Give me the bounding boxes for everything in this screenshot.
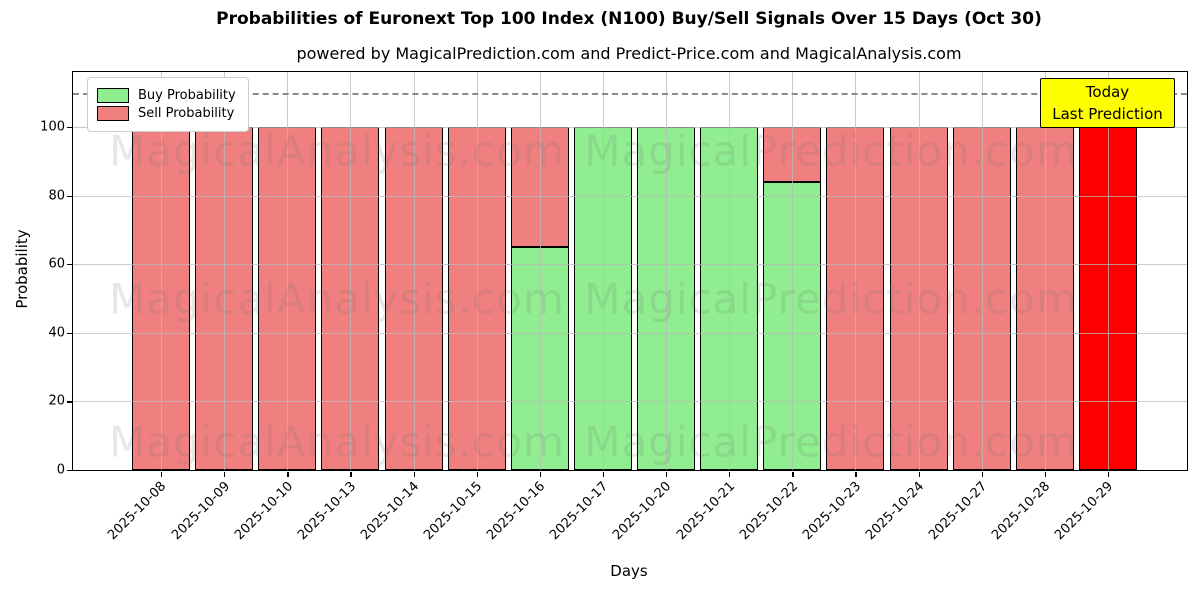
watermark-prediction: MagicalPrediction.com xyxy=(584,274,1078,324)
threshold-line xyxy=(73,92,1187,95)
legend-item: Sell Probability xyxy=(97,106,236,121)
x-tick-label: 2025-10-14 xyxy=(358,479,423,544)
x-tick-label: 2025-10-22 xyxy=(736,479,801,544)
y-tick-label: 0 xyxy=(56,462,65,478)
y-tick-mark xyxy=(66,332,72,335)
x-tick-mark xyxy=(161,471,163,477)
h-gridline xyxy=(73,401,1187,403)
chart-subtitle: powered by MagicalPrediction.com and Pre… xyxy=(296,44,962,63)
v-gridline xyxy=(224,72,226,470)
legend-label: Sell Probability xyxy=(138,106,235,121)
h-gridline xyxy=(73,264,1187,266)
watermark-prediction: MagicalPrediction.com xyxy=(584,126,1078,176)
x-tick-label: 2025-10-27 xyxy=(926,479,991,544)
x-tick-mark xyxy=(981,471,983,477)
x-tick-mark xyxy=(792,471,794,477)
h-gridline xyxy=(73,332,1187,334)
v-gridline xyxy=(666,72,668,470)
x-tick-mark xyxy=(287,471,289,477)
y-tick-mark xyxy=(66,401,72,403)
v-gridline xyxy=(729,72,731,470)
x-tick-mark xyxy=(539,471,542,477)
today-annotation-line2: Last Prediction xyxy=(1052,105,1163,123)
today-annotation: Today Last Prediction xyxy=(1040,78,1175,128)
x-tick-label: 2025-10-16 xyxy=(484,479,549,544)
x-tick-label: 2025-10-29 xyxy=(1052,479,1117,544)
x-tick-label: 2025-10-20 xyxy=(610,479,675,544)
v-gridline xyxy=(1044,72,1046,470)
x-tick-label: 2025-10-23 xyxy=(799,479,865,544)
today-annotation-line1: Today xyxy=(1085,82,1130,101)
legend: Buy Probability Sell Probability xyxy=(87,77,249,132)
x-tick-label: 2025-10-28 xyxy=(989,479,1054,544)
v-gridline xyxy=(602,72,604,470)
x-tick-mark xyxy=(666,471,668,477)
y-tick-label: 80 xyxy=(48,188,65,204)
y-tick-label: 100 xyxy=(40,119,65,135)
v-gridline xyxy=(476,72,478,470)
h-gridline xyxy=(73,126,1187,128)
x-tick-mark xyxy=(1044,471,1047,477)
y-tick-mark xyxy=(66,470,72,472)
x-tick-label: 2025-10-17 xyxy=(547,479,612,544)
x-tick-label: 2025-10-13 xyxy=(294,479,359,544)
x-tick-mark xyxy=(413,471,415,477)
legend-swatch xyxy=(97,88,129,103)
x-tick-mark xyxy=(224,471,226,477)
watermark-analysis: MagicalAnalysis.com xyxy=(109,126,565,176)
x-tick-label: 2025-10-21 xyxy=(673,479,738,544)
y-tick-mark xyxy=(66,126,72,129)
y-tick-label: 40 xyxy=(48,325,65,341)
x-tick-mark xyxy=(1107,471,1110,477)
legend-swatch xyxy=(97,106,129,121)
x-tick-mark xyxy=(602,471,605,477)
v-gridline xyxy=(792,72,794,470)
x-tick-mark xyxy=(918,471,920,477)
v-gridline xyxy=(350,72,352,470)
x-tick-mark xyxy=(729,471,731,477)
v-gridline xyxy=(1107,72,1109,470)
x-axis-label: Days xyxy=(610,562,648,580)
v-gridline xyxy=(161,72,162,470)
y-tick-label: 20 xyxy=(48,393,65,409)
chart-title: Probabilities of Euronext Top 100 Index … xyxy=(216,9,1042,29)
y-tick-mark xyxy=(66,195,72,197)
x-tick-label: 2025-10-08 xyxy=(105,479,170,544)
x-tick-label: 2025-10-10 xyxy=(231,479,296,544)
legend-label: Buy Probability xyxy=(138,88,236,103)
v-gridline xyxy=(918,72,920,470)
x-tick-mark xyxy=(350,471,352,477)
x-tick-label: 2025-10-24 xyxy=(863,479,928,544)
x-tick-mark xyxy=(476,471,478,477)
y-tick-mark xyxy=(66,264,72,266)
v-gridline xyxy=(539,72,541,470)
legend-item: Buy Probability xyxy=(97,88,236,103)
v-gridline xyxy=(287,72,289,470)
v-gridline xyxy=(855,72,857,470)
v-gridline xyxy=(413,72,415,470)
watermark-analysis: MagicalAnalysis.com xyxy=(109,417,565,467)
watermark-analysis: MagicalAnalysis.com xyxy=(109,274,565,324)
y-tick-label: 60 xyxy=(48,256,65,272)
plot-area: Buy Probability Sell Probability Today La… xyxy=(40,71,1188,543)
h-gridline xyxy=(73,195,1187,197)
x-tick-mark xyxy=(855,471,857,477)
x-tick-label: 2025-10-09 xyxy=(168,479,233,544)
v-gridline xyxy=(981,72,983,470)
x-tick-label: 2025-10-15 xyxy=(421,479,486,544)
watermark-prediction: MagicalPrediction.com xyxy=(584,417,1078,467)
